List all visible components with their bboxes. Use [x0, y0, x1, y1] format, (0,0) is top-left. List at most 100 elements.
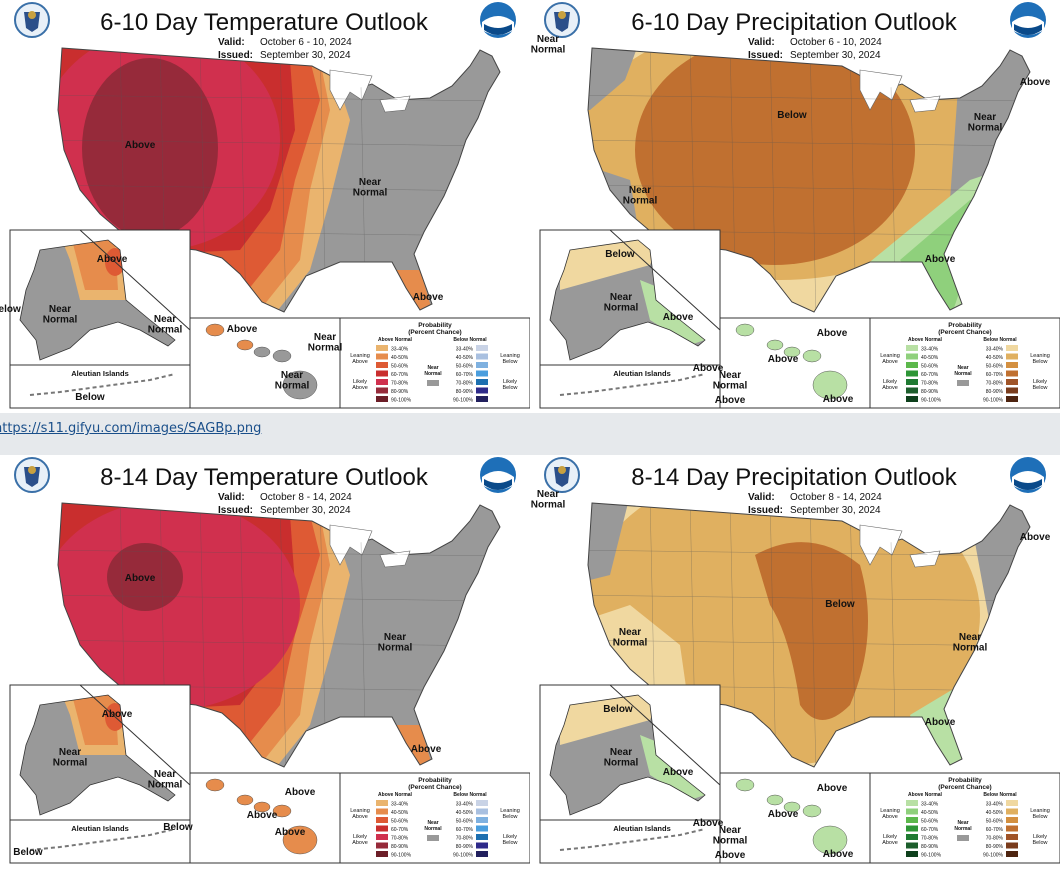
state-border — [58, 549, 500, 557]
hawaii-island — [272, 804, 292, 818]
region-label-line: Below — [163, 822, 193, 833]
region-label: Above — [715, 850, 746, 861]
region-label: Above — [102, 709, 133, 720]
legend-right-likely-line: Likely — [503, 379, 517, 385]
region-label: Aleutian Islands — [613, 369, 671, 378]
inset-divider — [609, 684, 721, 786]
issued-label: Issued: — [748, 50, 783, 61]
region-label: Near Normal — [53, 747, 88, 769]
legend-left-lean-line: Above — [352, 359, 368, 365]
seal-shield — [554, 12, 570, 32]
region-label-line: Above — [97, 254, 128, 265]
probability-contour — [107, 543, 183, 611]
legend-range-line: 40-50% — [986, 355, 1004, 361]
legend-range: 70-80% — [921, 836, 939, 842]
state-border — [58, 639, 500, 647]
region-label-line: Normal — [623, 196, 658, 207]
legend-right-likely: Likely Below — [1033, 834, 1048, 846]
valid-label: Valid: — [218, 492, 245, 503]
region-label: Near Normal — [713, 370, 748, 392]
legend-range: 60-70% — [986, 827, 1004, 833]
legend-range-line: 80-90% — [986, 844, 1004, 850]
region-label-line: Above — [663, 767, 694, 778]
probability-legend: Probability(Percent Chance)Above Normal B… — [869, 772, 1060, 864]
state-border — [58, 139, 500, 147]
state-border — [279, 48, 287, 312]
hawaii-island — [812, 370, 848, 400]
region-label-line: Above — [693, 818, 724, 829]
legend-left-likely-line: Above — [882, 840, 898, 846]
region-label: Near Normal — [148, 769, 183, 791]
region-label-line: Near — [59, 747, 81, 758]
region-label-line: Near — [719, 370, 741, 381]
legend-subtitle: (Percent Chance) — [938, 784, 991, 791]
legend-swatch — [906, 396, 918, 402]
valid-date: October 8 - 14, 2024 — [790, 492, 882, 503]
legend-left-head-line: Above Normal — [908, 337, 943, 343]
legend-left-lean-line: Leaning — [880, 808, 900, 814]
region-label-line: Normal — [531, 45, 566, 56]
region-label: Above — [285, 787, 316, 798]
region-label-line: Near — [314, 332, 336, 343]
legend-range-line: 50-60% — [921, 819, 939, 825]
region-label-line: Near — [49, 304, 71, 315]
state-border — [588, 94, 1030, 102]
legend-swatch — [476, 362, 488, 368]
legend-range: 70-80% — [391, 836, 409, 842]
region-label-line: Above — [663, 312, 694, 323]
hawaii-island — [236, 794, 254, 806]
legend-range: 50-60% — [456, 819, 474, 825]
issued-date: September 30, 2024 — [260, 505, 351, 516]
legend-swatch — [906, 808, 918, 815]
legend-range: 70-80% — [921, 381, 939, 387]
legend-left-lean: Leaning Above — [350, 353, 370, 365]
region-label-line: Below — [825, 599, 855, 610]
valid-label: Valid: — [218, 37, 245, 48]
outlook-panel: Probability (Percent Chance) Above Normal B… — [530, 455, 1060, 868]
legend-range: 50-60% — [921, 819, 939, 825]
seal-eagle — [558, 11, 566, 19]
legend-swatch — [376, 800, 388, 806]
state-border — [809, 48, 817, 312]
region-label-line: Aleutian Islands — [71, 824, 129, 833]
legend-range-line: 33-40% — [986, 802, 1004, 808]
state-border — [239, 48, 247, 312]
issued-label-line: Issued: — [748, 50, 783, 61]
region-label-line: Above — [715, 395, 746, 406]
legend-left-likely-line: Above — [352, 385, 368, 391]
legend-range: 80-90% — [921, 389, 939, 395]
legend-swatch — [906, 834, 918, 840]
region-label: Above — [125, 573, 156, 584]
region-label: Aleutian Islands — [71, 824, 129, 833]
legend-range: 60-70% — [921, 372, 939, 378]
legend-right-likely: Likely Below — [503, 834, 518, 846]
outlook-title-line: 6-10 Day Temperature Outlook — [100, 9, 429, 36]
legend-right-likely-line: Likely — [1033, 834, 1047, 840]
legend-range-line: 60-70% — [986, 827, 1004, 833]
region-label: Above — [817, 328, 848, 339]
legend-subtitle-line: (Percent Chance) — [408, 329, 461, 336]
region-label: Below — [13, 847, 43, 858]
legend-swatch — [906, 825, 918, 832]
outlook-panel: Probability (Percent Chance) Above Normal B… — [0, 455, 530, 868]
probability-contour — [755, 542, 868, 720]
legend-range: 90-100% — [921, 398, 942, 404]
region-label-line: Above — [768, 354, 799, 365]
valid-label-line: Valid: — [218, 37, 245, 48]
legend-range: 40-50% — [921, 355, 939, 361]
image-link[interactable]: https://s11.gifyu.com/images/SAGBp.png — [0, 421, 262, 436]
valid-label-line: Valid: — [218, 492, 245, 503]
outlook-map-panel: Probability(Percent Chance)Above Normal B… — [531, 2, 1060, 409]
region-label-line: Normal — [531, 500, 566, 511]
noaa-bird — [484, 479, 512, 490]
region-label: Above — [227, 324, 258, 335]
legend-right-likely-line: Likely — [503, 834, 517, 840]
region-label-line: Above — [125, 573, 156, 584]
hawaii-island — [272, 349, 292, 363]
probability-legend: Probability(Percent Chance)Above Normal B… — [339, 317, 530, 409]
legend-swatch-near — [427, 380, 439, 386]
hawaii-island — [205, 778, 225, 792]
outlook-title: 6-10 Day Temperature Outlook — [100, 9, 429, 36]
legend-swatch — [1006, 379, 1018, 385]
region-label-line: Near — [610, 292, 632, 303]
